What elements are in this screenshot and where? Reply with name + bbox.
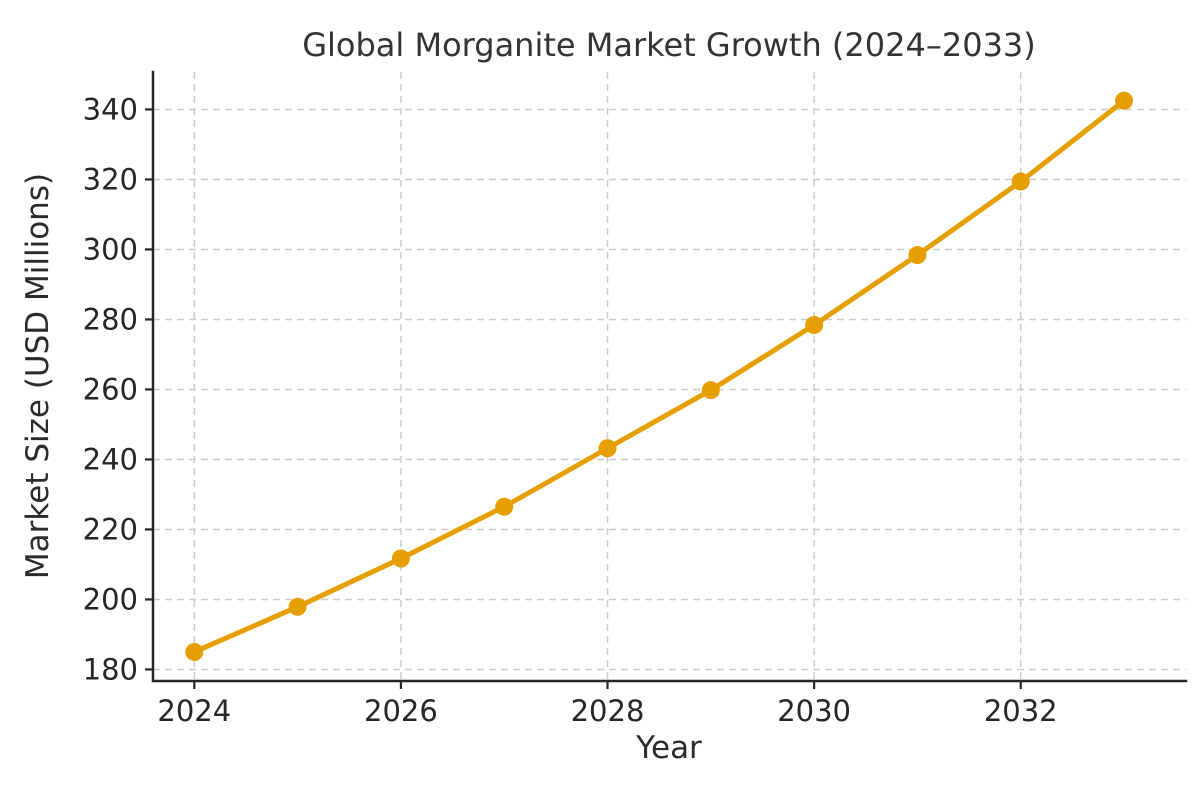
x-tick-label: 2032 <box>984 694 1058 728</box>
y-tick-label: 300 <box>83 232 138 266</box>
x-tick-label: 2028 <box>571 694 645 728</box>
chart-title: Global Morganite Market Growth (2024–203… <box>302 26 1036 64</box>
axis-layer: 2024 2026 2028 2030 2032 180 200 220 240 260 280 30… <box>83 70 1188 728</box>
y-axis-label: Market Size (USD Millions) <box>20 173 56 579</box>
y-tick-label: 340 <box>83 92 138 126</box>
data-point-marker <box>908 246 927 265</box>
y-tick-label: 260 <box>83 372 138 406</box>
data-point-marker <box>288 597 307 616</box>
data-point-marker <box>598 439 617 458</box>
data-point-marker <box>1011 172 1030 191</box>
y-tick-label: 320 <box>83 162 138 196</box>
data-point-marker <box>701 381 720 400</box>
x-tick-label: 2024 <box>157 694 231 728</box>
data-point-marker <box>805 316 824 335</box>
series-line <box>191 98 1127 655</box>
data-point-marker <box>495 497 514 516</box>
x-tick-label: 2030 <box>777 694 851 728</box>
x-axis-label: Year <box>635 730 702 766</box>
y-tick-label: 200 <box>83 582 138 616</box>
series-layer <box>185 91 1134 661</box>
grid-layer <box>153 72 1186 681</box>
data-point-marker <box>391 549 410 568</box>
data-point-marker <box>1115 91 1134 110</box>
y-tick-label: 280 <box>83 302 138 336</box>
y-tick-label: 240 <box>83 442 138 476</box>
y-tick-label: 180 <box>83 652 138 686</box>
y-tick-label: 220 <box>83 512 138 546</box>
data-point-marker <box>185 642 204 661</box>
x-tick-label: 2026 <box>364 694 438 728</box>
axis-spines <box>151 70 1188 683</box>
